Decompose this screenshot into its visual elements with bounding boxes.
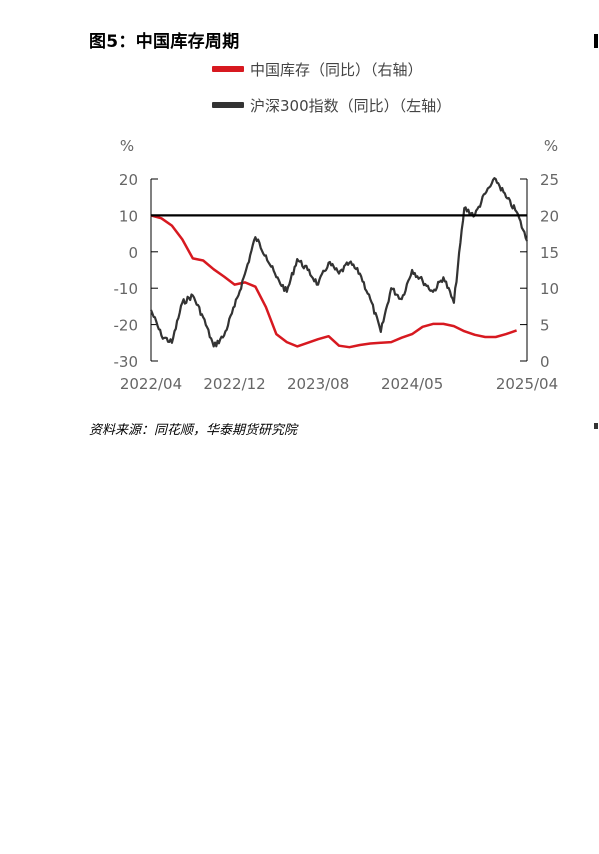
left-tick-label: -20 (114, 317, 139, 335)
left-axis-unit: % (120, 137, 134, 155)
right-tick-label: 15 (540, 244, 559, 262)
x-axis-ticks: 2022/04 2022/12 2023/08 2024/05 2025/04 (120, 375, 558, 393)
source-note: 资料来源：同花顺，华泰期货研究院 (89, 423, 298, 438)
page-edge-mark (594, 34, 598, 48)
right-tick-label: 5 (540, 317, 550, 335)
left-tick-label: 20 (119, 171, 138, 189)
left-tick-label: -10 (114, 280, 139, 298)
right-tick-label: 25 (540, 171, 559, 189)
right-tick-label: 0 (540, 353, 550, 371)
chart-legend: 中国库存（同比）（右轴） 沪深300指数（同比）（左轴） (212, 58, 451, 130)
x-tick-label: 2022/12 (203, 375, 265, 393)
x-tick-label: 2023/08 (287, 375, 349, 393)
x-tick-label: 2025/04 (496, 375, 558, 393)
legend-label-csi300: 沪深300指数（同比）（左轴） (250, 96, 452, 115)
legend-swatch-csi300 (212, 102, 244, 108)
right-axis-ticks: 25 20 15 10 5 0 (520, 171, 559, 371)
right-tick-label: 20 (540, 207, 559, 225)
left-tick-label: -30 (114, 353, 139, 371)
series-layer (149, 177, 529, 349)
left-tick-label: 10 (119, 207, 138, 225)
right-axis-unit: % (544, 137, 558, 155)
series-line-inventory (150, 214, 518, 349)
legend-label-inventory: 中国库存（同比）（右轴） (250, 60, 423, 79)
x-tick-label: 2022/04 (120, 375, 182, 393)
right-tick-label: 10 (540, 280, 559, 298)
left-tick-label: 0 (128, 244, 138, 262)
series-line-csi300 (149, 177, 529, 348)
page-edge-dot (594, 423, 598, 429)
legend-item-csi300: 沪深300指数（同比）（左轴） (212, 94, 451, 116)
figure-title: 图5：中国库存周期 (89, 32, 240, 52)
x-tick-label: 2024/05 (381, 375, 443, 393)
left-axis-ticks: 20 10 0 -10 -20 -30 (114, 171, 158, 371)
legend-item-inventory: 中国库存（同比）（右轴） (212, 58, 451, 80)
chart-axes (150, 179, 528, 361)
legend-swatch-inventory (212, 66, 244, 72)
